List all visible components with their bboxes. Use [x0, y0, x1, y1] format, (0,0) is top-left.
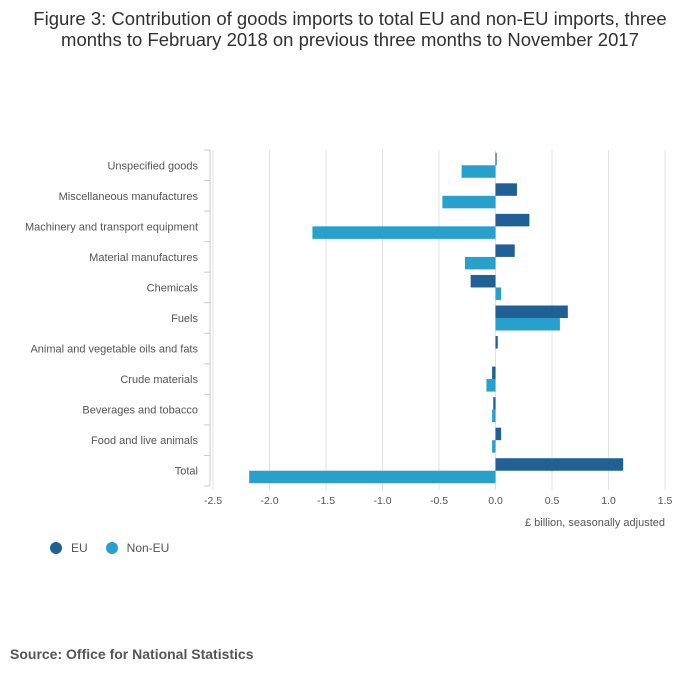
bar-eu-total — [495, 458, 624, 471]
category-label: Total — [175, 466, 198, 478]
bar-non-eu-crude-materials — [486, 379, 496, 392]
chart-title: Figure 3: Contribution of goods imports … — [33, 8, 667, 50]
bar-non-eu-total — [249, 470, 496, 484]
bar-eu-food-and-live-animals — [495, 427, 502, 441]
x-tick-label: 0.0 — [488, 495, 503, 507]
legend-marker-eu — [50, 542, 62, 554]
category-label: Chemicals — [147, 282, 199, 294]
category-label: Unspecified goods — [107, 160, 198, 172]
bar-non-eu-chemicals — [495, 287, 502, 300]
bar-non-eu-material-manufactures — [464, 256, 496, 270]
x-tick-labels: -2.5 -2.0 -1.5 -1.0 -0.5 0.0 0.5 1.0 1.5 — [204, 495, 672, 507]
bar-eu-animal-and-vegetable-oils-and-fats — [495, 336, 498, 349]
bar-non-eu-miscellaneous-manufactures — [442, 195, 496, 209]
bar-non-eu-fuels — [495, 318, 560, 331]
category-label: Animal and vegetable oils and fats — [30, 344, 198, 356]
category-label: Fuels — [171, 313, 198, 325]
bar-eu-material-manufactures — [495, 244, 515, 257]
grid-lines — [212, 150, 666, 490]
x-tick-label: -2.5 — [204, 495, 222, 507]
x-tick-label: -1.0 — [373, 495, 391, 507]
x-axis-title: £ billion, seasonally adjusted — [525, 517, 665, 529]
bar-eu-beverages-and-tobacco — [493, 397, 496, 410]
category-label: Material manufactures — [89, 252, 198, 264]
bar-non-eu-beverages-and-tobacco — [492, 409, 496, 423]
category-label: Food and live animals — [91, 435, 199, 447]
legend-label-eu: EU — [71, 541, 88, 555]
legend: EU Non-EU — [50, 541, 187, 555]
x-tick-label: -0.5 — [430, 495, 448, 507]
legend-item-non-eu[interactable]: Non-EU — [105, 541, 170, 555]
category-labels: Unspecified goods Miscellaneous manufactu… — [25, 160, 199, 477]
bar-non-eu-unspecified-goods — [461, 165, 496, 178]
category-label: Beverages and tobacco — [82, 405, 198, 417]
x-tick-label: 1.5 — [658, 495, 673, 507]
bar-eu-chemicals — [470, 274, 496, 288]
legend-label-non-eu: Non-EU — [126, 541, 170, 555]
bars — [249, 152, 624, 484]
category-label: Machinery and transport equipment — [25, 221, 198, 233]
bar-non-eu-food-and-live-animals — [492, 440, 496, 453]
bar-non-eu-machinery-and-transport-equipment — [312, 226, 496, 239]
category-label: Miscellaneous manufactures — [59, 191, 199, 203]
category-label: Crude materials — [120, 374, 198, 386]
bar-eu-unspecified-goods — [495, 152, 497, 166]
source-note: Source: Office for National Statistics — [10, 646, 254, 662]
x-tick-label: -1.5 — [317, 495, 335, 507]
legend-marker-non-eu — [105, 542, 118, 554]
legend-item-eu[interactable]: EU — [50, 541, 88, 555]
x-tick-label: -2.0 — [260, 495, 278, 507]
bar-eu-miscellaneous-manufactures — [495, 183, 517, 196]
bar-eu-crude-materials — [492, 366, 496, 380]
x-tick-label: 0.5 — [545, 495, 560, 507]
bar-eu-machinery-and-transport-equipment — [495, 213, 530, 227]
y-axis — [204, 149, 211, 487]
x-tick-label: 1.0 — [601, 495, 616, 507]
bar-eu-fuels — [495, 305, 568, 318]
